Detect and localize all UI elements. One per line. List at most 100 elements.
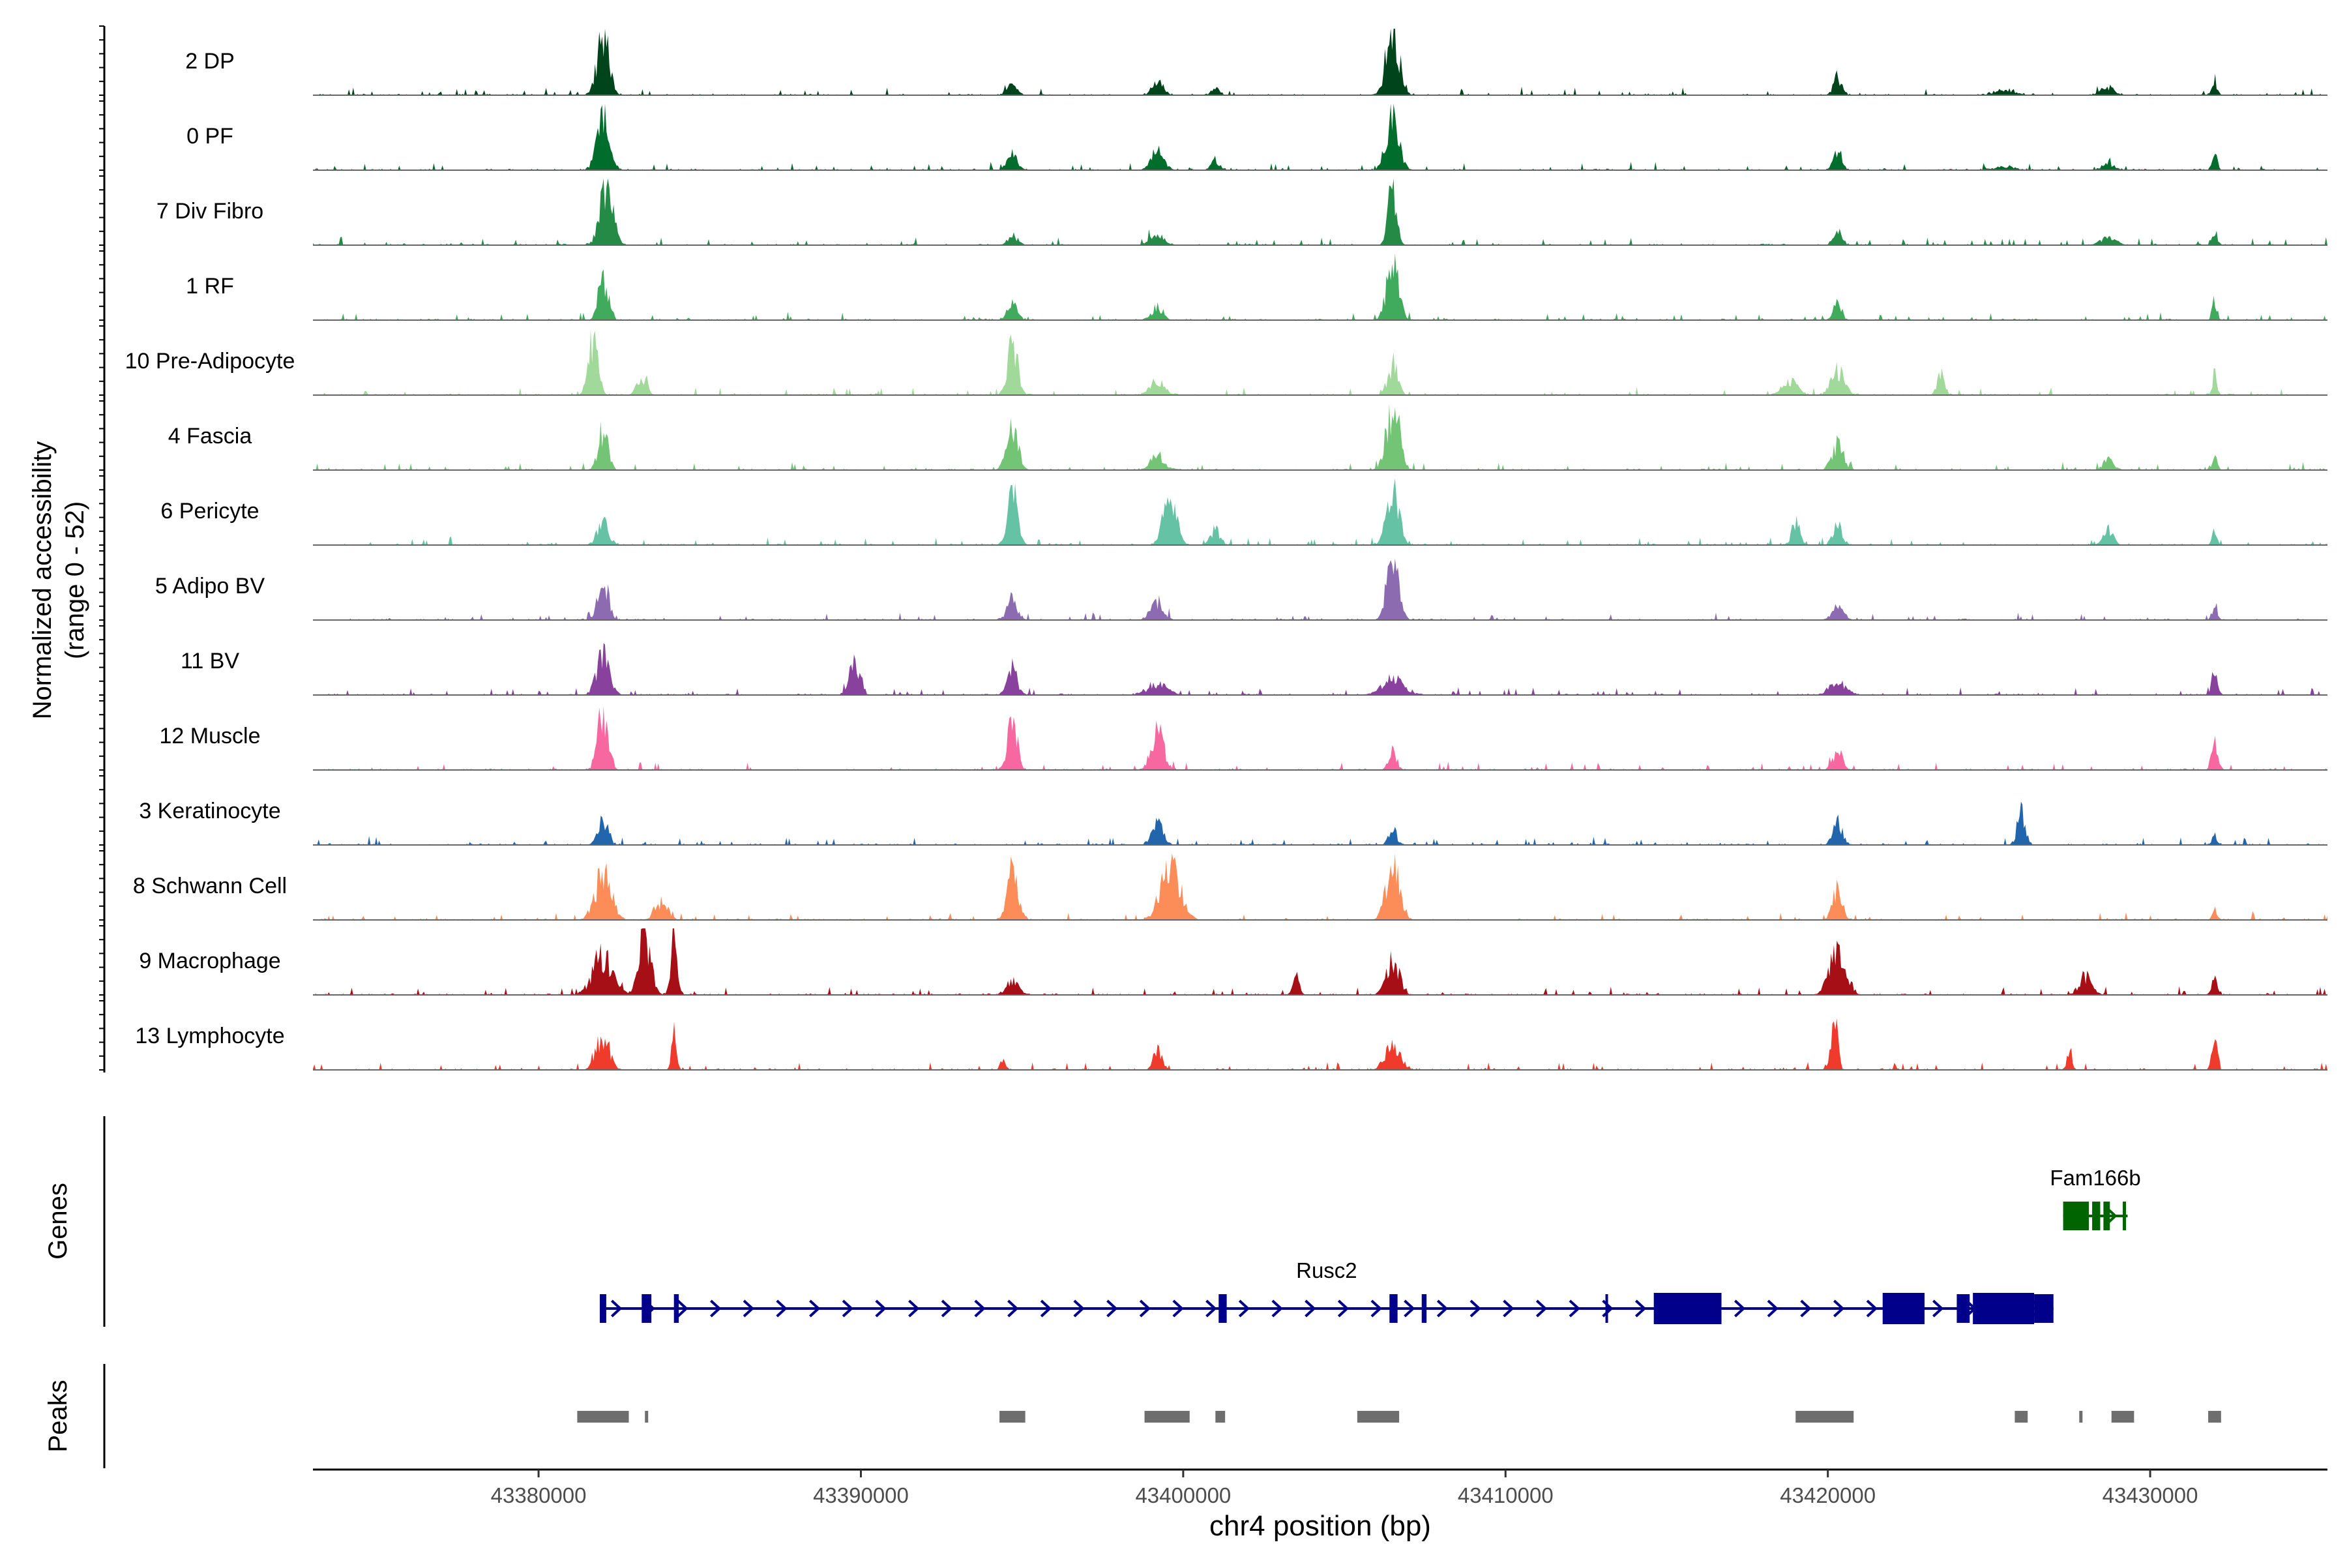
exon <box>1882 1293 1925 1324</box>
strand-chevron <box>1238 1299 1250 1318</box>
gene-label-fam166b: Fam166b <box>2050 1166 2140 1190</box>
strand-chevron <box>1800 1299 1812 1318</box>
strand-chevron <box>1734 1299 1746 1318</box>
exon <box>2092 1202 2101 1230</box>
track-label-4-fascia: 4 Fascia <box>168 424 252 449</box>
track-label-13-lymphocyte: 13 Lymphocyte <box>135 1024 284 1048</box>
strand-chevron <box>1040 1299 1052 1318</box>
peak-regions <box>577 1411 2221 1423</box>
track-label-1-rf: 1 RF <box>186 274 234 299</box>
exon <box>1218 1294 1227 1323</box>
strand-chevron <box>1833 1299 1845 1318</box>
track-5-adipo-bv: 5 Adipo BV <box>155 558 2327 621</box>
exon <box>2063 1202 2089 1230</box>
strand-chevron <box>1469 1299 1481 1318</box>
track-9-macrophage: 9 Macrophage <box>139 928 2327 996</box>
peak-region <box>2208 1411 2221 1423</box>
track-6-pericyte: 6 Pericyte <box>160 479 2327 546</box>
gene-rusc2: Rusc2 <box>600 1258 2054 1324</box>
coverage-tracks: 2 DP 0 PF 7 Div Fibro 1 RF 10 Pre-Adipocyte 4… <box>125 29 2327 1071</box>
strand-chevron <box>1535 1299 1548 1318</box>
x-tick-label: 43430000 <box>2103 1483 2198 1507</box>
exon <box>1421 1294 1427 1323</box>
track-label-6-pericyte: 6 Pericyte <box>160 499 259 524</box>
track-label-0-pf: 0 PF <box>186 124 233 149</box>
strand-chevron <box>743 1299 755 1318</box>
strand-chevron <box>1370 1299 1382 1318</box>
strand-chevron <box>1007 1299 1019 1318</box>
strand-chevron <box>809 1299 821 1318</box>
strand-chevron <box>1932 1299 1944 1318</box>
strand-chevron <box>1436 1299 1449 1318</box>
peak-region <box>2015 1411 2028 1423</box>
exon <box>2123 1202 2126 1230</box>
strand-chevron <box>1305 1299 1316 1318</box>
x-tick-label: 43400000 <box>1135 1483 1231 1507</box>
peak-region <box>1215 1411 1226 1423</box>
exon <box>642 1294 652 1323</box>
strand-chevron <box>1503 1299 1514 1318</box>
track-label-10-pre-adipocyte: 10 Pre-Adipocyte <box>125 349 295 374</box>
exon <box>673 1294 679 1323</box>
coverage-y-axis <box>99 25 106 1072</box>
track-label-9-macrophage: 9 Macrophage <box>139 949 280 973</box>
x-axis-title: chr4 position (bp) <box>1209 1510 1431 1542</box>
strand-chevron <box>908 1299 920 1318</box>
peak-region <box>1795 1411 1854 1423</box>
gene-label-rusc2: Rusc2 <box>1296 1258 1357 1282</box>
coverage-area-8-schwann-cell <box>313 853 2327 920</box>
peak-region <box>2079 1411 2083 1423</box>
exon <box>1956 1294 1970 1323</box>
strand-chevron <box>941 1299 953 1318</box>
peak-region <box>645 1411 649 1423</box>
strand-chevron <box>710 1299 722 1318</box>
track-1-rf: 1 RF <box>186 254 2327 321</box>
track-label-5-adipo-bv: 5 Adipo BV <box>155 574 265 599</box>
strand-chevron <box>1139 1299 1151 1318</box>
strand-chevron <box>1205 1299 1217 1318</box>
track-label-7-div-fibro: 7 Div Fibro <box>156 199 263 224</box>
strand-chevron <box>1569 1299 1580 1318</box>
strand-chevron <box>1634 1299 1647 1318</box>
track-0-pf: 0 PF <box>186 104 2327 171</box>
strand-chevron <box>1337 1299 1350 1318</box>
strand-chevron <box>974 1299 986 1318</box>
track-7-div-fibro: 7 Div Fibro <box>156 179 2327 246</box>
peak-region <box>577 1411 629 1423</box>
track-label-8-schwann-cell: 8 Schwann Cell <box>133 874 287 898</box>
exon <box>1389 1294 1398 1323</box>
strand-chevron <box>875 1299 887 1318</box>
track-2-dp: 2 DP <box>185 29 2327 96</box>
strand-chevron <box>677 1299 688 1318</box>
exon <box>2103 1202 2110 1230</box>
exon <box>1973 1293 2035 1324</box>
peak-region <box>1357 1411 1400 1423</box>
strand-chevron <box>1404 1299 1415 1318</box>
track-label-2-dp: 2 DP <box>185 49 235 74</box>
x-tick-label: 43420000 <box>1780 1483 1876 1507</box>
exon <box>1605 1294 1608 1323</box>
peak-region <box>1144 1411 1190 1423</box>
strand-chevron <box>610 1299 623 1318</box>
track-label-12-muscle: 12 Muscle <box>160 724 261 748</box>
x-tick-label: 43410000 <box>1458 1483 1554 1507</box>
x-tick-label: 43380000 <box>491 1483 587 1507</box>
strand-chevron <box>1172 1299 1184 1318</box>
peak-region <box>999 1411 1026 1423</box>
strand-chevron <box>1106 1299 1118 1318</box>
track-label-11-bv: 11 BV <box>181 649 239 673</box>
track-label-3-keratinocyte: 3 Keratinocyte <box>139 799 280 823</box>
exon <box>1653 1293 1722 1324</box>
strand-chevron <box>842 1299 854 1318</box>
track-4-fascia: 4 Fascia <box>168 404 2327 471</box>
x-tick-label: 43390000 <box>813 1483 909 1507</box>
exon <box>2034 1294 2054 1323</box>
track-3-keratinocyte: 3 Keratinocyte <box>139 799 2327 846</box>
peaks-track-label: Peaks <box>44 1380 72 1452</box>
gene-annotations: Rusc2 Fam166b <box>600 1166 2141 1324</box>
strand-chevron <box>1767 1299 1779 1318</box>
strand-chevron <box>1073 1299 1085 1318</box>
gene-fam166b: Fam166b <box>2050 1166 2141 1230</box>
track-8-schwann-cell: 8 Schwann Cell <box>133 853 2327 921</box>
